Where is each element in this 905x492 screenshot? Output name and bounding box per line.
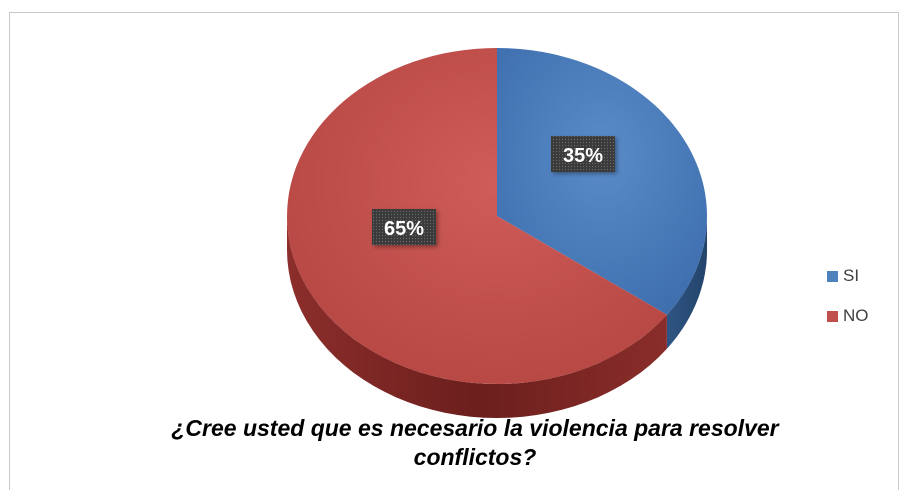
chart-frame: [9, 12, 899, 490]
pie-side-si: [666, 216, 707, 349]
legend-swatch: [827, 310, 838, 322]
legend-item-si: SI: [827, 266, 869, 286]
legend-label: SI: [843, 266, 860, 285]
data-label-box: [551, 136, 615, 172]
legend-label: NO: [843, 306, 869, 325]
data-label-text: 35%: [563, 145, 603, 167]
pie-slice-si: [497, 48, 707, 315]
legend: SI NO: [827, 266, 869, 346]
data-label-si: 35%: [551, 136, 615, 172]
data-label-no: 65%: [372, 209, 436, 245]
legend-item-no: NO: [827, 306, 869, 326]
data-label-box: [372, 209, 436, 245]
pie-slice-no: [287, 48, 667, 384]
pie-side-no: [287, 216, 667, 418]
chart-title: ¿Cree usted que es necesario la violenci…: [171, 415, 779, 470]
data-label-text: 65%: [384, 218, 424, 240]
legend-swatch: [827, 270, 838, 282]
